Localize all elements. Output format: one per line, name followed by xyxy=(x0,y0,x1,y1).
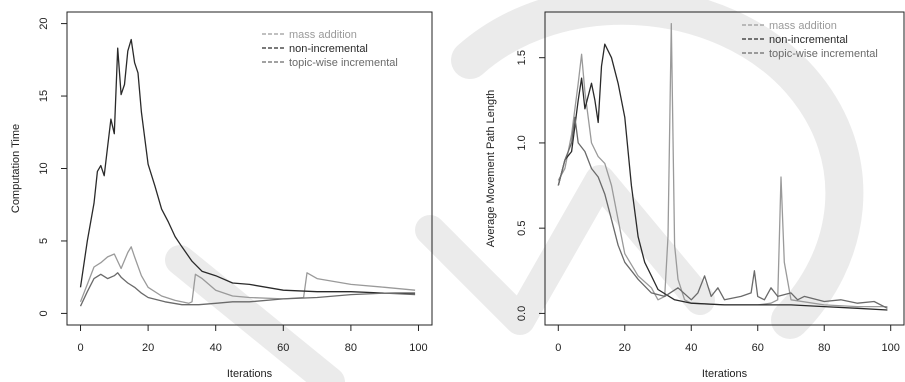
x-tick-label: 100 xyxy=(409,342,427,354)
computation-time-plot: 0 20 40 60 80 100 0 5 10 15 20 Iterations Computatio… xyxy=(10,11,433,380)
x-tick-label: 40 xyxy=(210,342,222,354)
x-tick-label: 0 xyxy=(77,342,83,354)
x-tick-label: 20 xyxy=(142,342,154,354)
y-tick-label: 1.0 xyxy=(516,135,528,150)
x-tick-label: 40 xyxy=(685,342,697,354)
watermark-stroke-1 xyxy=(451,0,864,339)
legend-label-mass-addition: mass addition xyxy=(769,20,837,32)
y-tick-label: 20 xyxy=(38,17,50,29)
x-tick-label: 100 xyxy=(882,342,900,354)
x-tick-label: 20 xyxy=(619,342,631,354)
series-line-topic-wise-incremental xyxy=(79,272,416,307)
y-tick-label: 5 xyxy=(38,238,50,244)
legend-label-non-incremental: non-incremental xyxy=(769,34,848,46)
series-line-non-incremental xyxy=(557,43,888,311)
series-line-topic-wise-incremental xyxy=(557,116,888,309)
legend-label-non-incremental: non-incremental xyxy=(289,43,368,55)
y-tick-label: 10 xyxy=(38,162,50,174)
legend-label-topic-wise-incremental: topic-wise incremental xyxy=(769,48,878,60)
plot-frame xyxy=(544,11,905,326)
series-line-non-incremental xyxy=(79,38,416,294)
y-axis-title: Computation Time xyxy=(10,124,22,213)
y-tick-label: 15 xyxy=(38,90,50,102)
y-tick-label: 1.5 xyxy=(516,50,528,65)
y-tick-label: 0.5 xyxy=(516,221,528,236)
x-tick-label: 0 xyxy=(555,342,561,354)
movement-path-plot: 0 20 40 60 80 100 0.0 0.5 1.0 1.5 Iterations Averag… xyxy=(485,11,905,380)
series-line-mass-addition xyxy=(79,246,416,304)
y-axis-title: Average Movement Path Length xyxy=(485,90,497,248)
y-tick-label: 0 xyxy=(38,310,50,316)
legend-label-topic-wise-incremental: topic-wise incremental xyxy=(289,57,398,69)
legend-label-mass-addition: mass addition xyxy=(289,29,357,41)
x-tick-label: 80 xyxy=(345,342,357,354)
x-tick-label: 80 xyxy=(818,342,830,354)
series-line-mass-addition xyxy=(557,22,888,308)
x-tick-label: 60 xyxy=(277,342,289,354)
y-tick-label: 0.0 xyxy=(516,306,528,321)
watermark-stroke-2 xyxy=(415,165,715,335)
x-tick-label: 60 xyxy=(752,342,764,354)
watermark xyxy=(165,0,864,382)
x-axis-title: Iterations xyxy=(702,368,748,380)
x-axis-title: Iterations xyxy=(227,368,273,380)
